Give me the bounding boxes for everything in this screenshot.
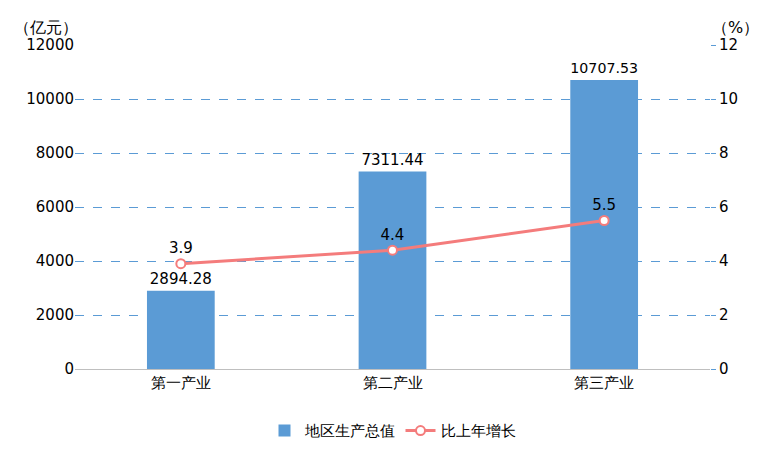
svg-text:8: 8 (719, 144, 729, 162)
svg-text:10: 10 (719, 90, 738, 108)
svg-text:10707.53: 10707.53 (570, 60, 638, 76)
svg-text:8000: 8000 (36, 144, 74, 162)
svg-text:12: 12 (719, 36, 738, 54)
svg-text:2000: 2000 (36, 306, 74, 324)
svg-text:6000: 6000 (36, 198, 74, 216)
svg-text:（%）: （%） (712, 18, 759, 37)
svg-text:2: 2 (719, 306, 729, 324)
svg-text:4: 4 (719, 252, 729, 270)
svg-text:第三产业: 第三产业 (574, 374, 634, 392)
svg-text:3.9: 3.9 (169, 239, 193, 257)
svg-text:10000: 10000 (26, 90, 74, 108)
svg-text:0: 0 (64, 360, 74, 378)
svg-text:0: 0 (719, 360, 729, 378)
svg-text:（亿元）: （亿元） (14, 18, 78, 37)
svg-text:2894.28: 2894.28 (150, 270, 212, 288)
svg-text:6: 6 (719, 198, 729, 216)
svg-text:5.5: 5.5 (592, 196, 616, 214)
svg-text:7311.44: 7311.44 (361, 151, 423, 169)
svg-text:比上年增长: 比上年增长 (441, 422, 516, 440)
svg-text:地区生产总值: 地区生产总值 (304, 422, 395, 440)
svg-text:12000: 12000 (26, 36, 74, 54)
svg-text:4000: 4000 (36, 252, 74, 270)
svg-text:第二产业: 第二产业 (363, 374, 423, 392)
svg-text:第一产业: 第一产业 (151, 374, 211, 392)
svg-text:4.4: 4.4 (381, 226, 405, 244)
